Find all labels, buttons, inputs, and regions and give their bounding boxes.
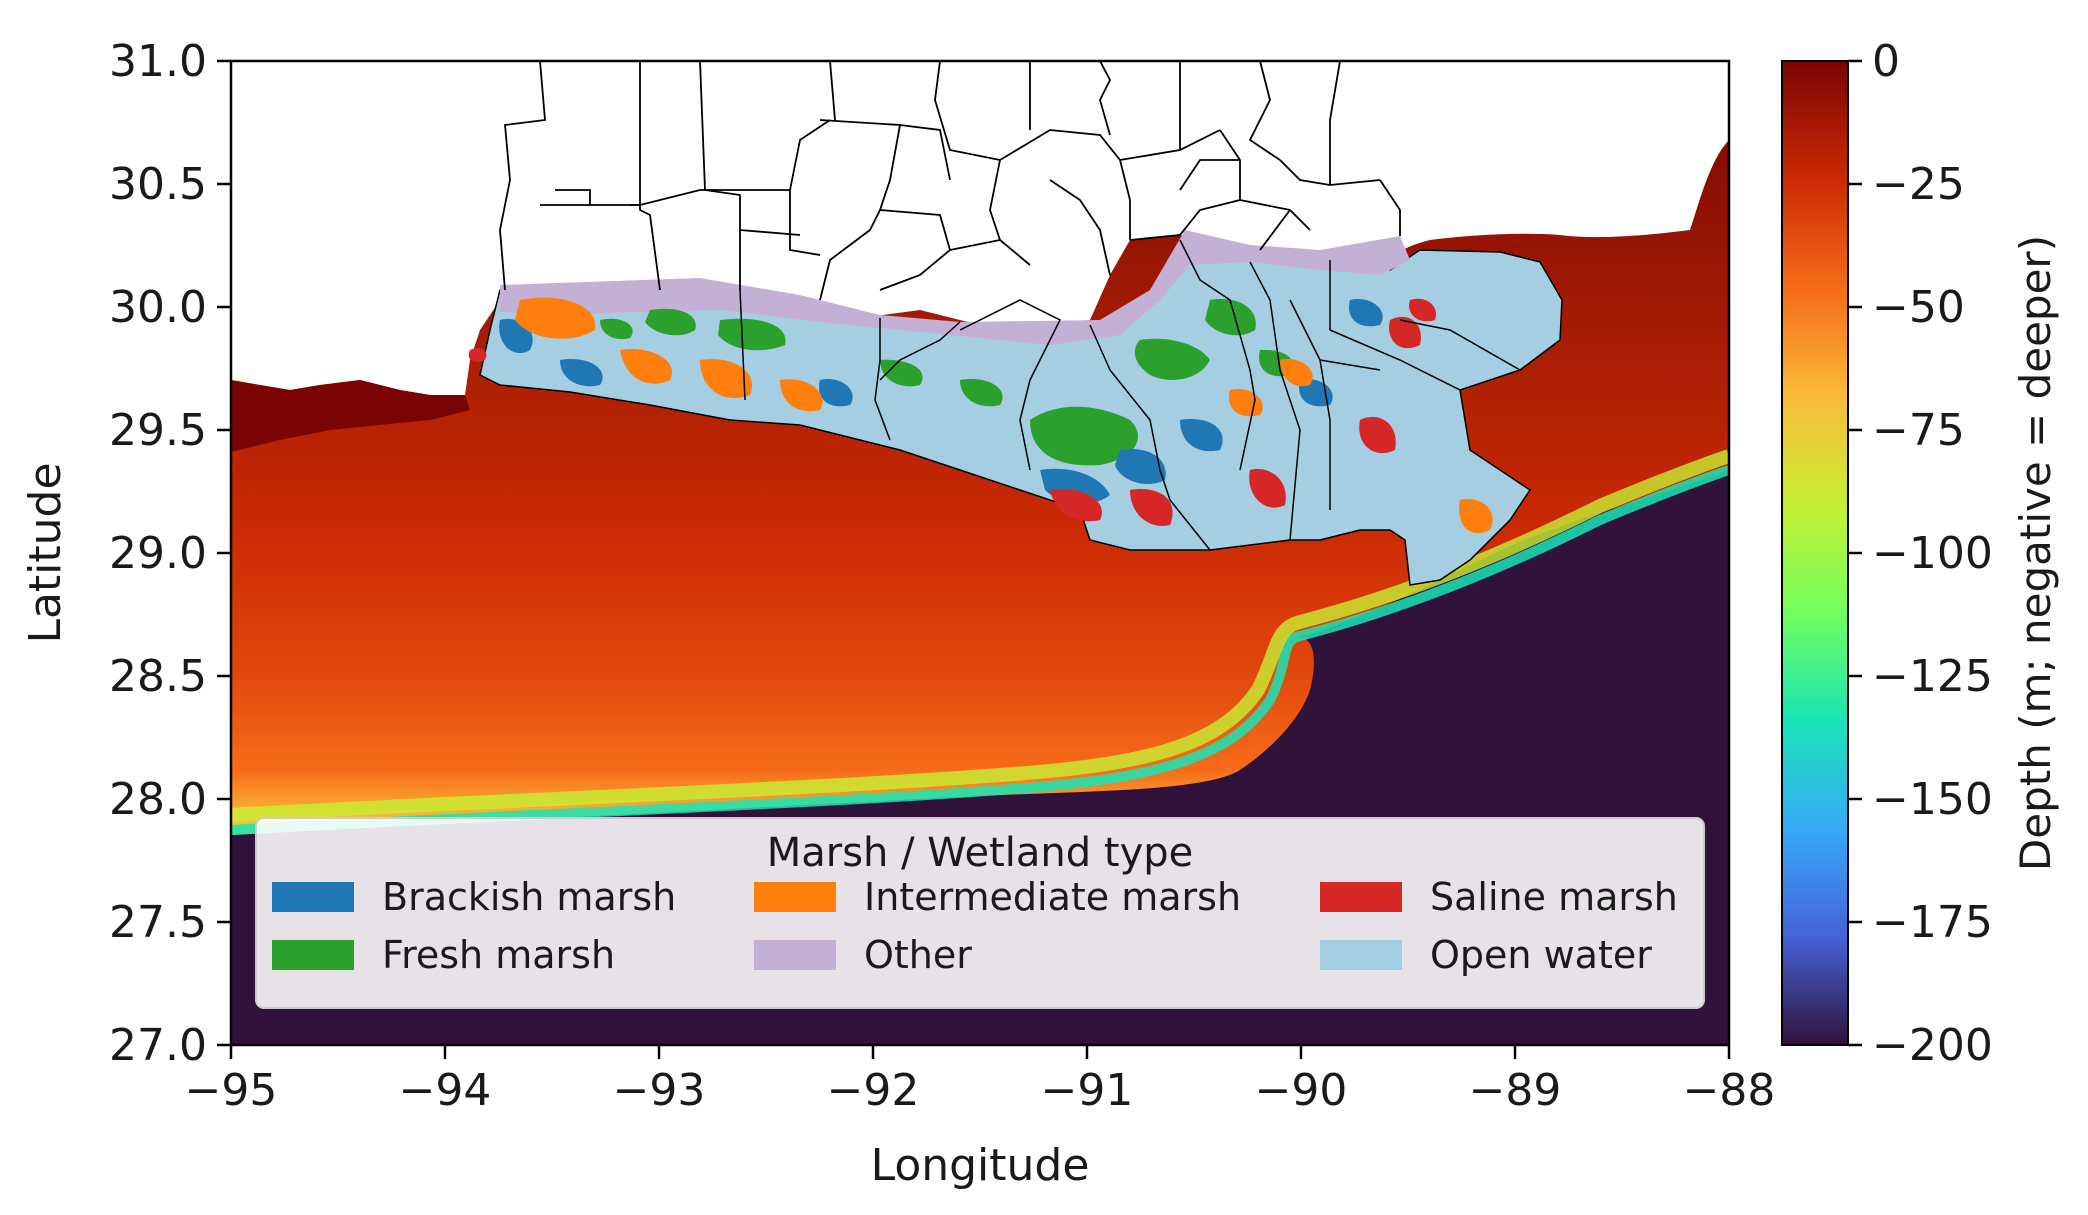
colorbar-tick-label: 0 — [1872, 36, 1900, 87]
y-tick-label: 28.5 — [109, 651, 207, 702]
x-axis-ticks: −95 −94 −93 −92 −91 −90 −89 −88 — [185, 1045, 1776, 1116]
fresh-marsh-patches — [600, 299, 1294, 466]
colorbar-tick-label: −75 — [1872, 405, 1965, 456]
x-tick-label: −95 — [185, 1065, 278, 1116]
other-wetland-band — [500, 230, 1410, 345]
y-tick-label: 30.0 — [109, 282, 207, 333]
y-tick-label: 30.5 — [109, 159, 207, 210]
shelf-edge-glow — [231, 465, 1729, 835]
x-tick-label: −92 — [827, 1065, 920, 1116]
x-tick-label: −90 — [1255, 1065, 1348, 1116]
legend-swatch — [272, 882, 354, 912]
x-tick-label: −88 — [1683, 1065, 1776, 1116]
legend-label: Intermediate marsh — [864, 875, 1241, 919]
colorbar-label: Depth (m; negative = deeper) — [2011, 235, 2060, 871]
legend-swatch — [754, 940, 836, 970]
colorbar-tick-label: −25 — [1872, 159, 1965, 210]
y-tick-label: 29.0 — [109, 528, 207, 579]
x-axis-label: Longitude — [871, 1140, 1090, 1191]
legend-swatch — [1320, 882, 1402, 912]
y-tick-label: 29.5 — [109, 405, 207, 456]
county-boundaries — [499, 61, 1401, 301]
legend-label: Brackish marsh — [382, 875, 676, 919]
y-tick-label: 27.5 — [109, 897, 207, 948]
colorbar-ticks: 0 −25 −50 −75 −100 −125 −150 −175 −200 — [1848, 36, 1993, 1071]
x-tick-label: −94 — [399, 1065, 492, 1116]
saline-marsh-patches — [468, 298, 1436, 526]
colorbar: 0 −25 −50 −75 −100 −125 −150 −175 −200 Depth (m;… — [1781, 36, 2060, 1071]
colorbar-tick-label: −175 — [1872, 897, 1993, 948]
texas-coast-shallows — [231, 380, 470, 452]
y-tick-label: 31.0 — [109, 36, 207, 87]
colorbar-tick-label: −200 — [1872, 1020, 1993, 1071]
colorbar-tick-label: −50 — [1872, 282, 1965, 333]
y-tick-label: 27.0 — [109, 1020, 207, 1071]
y-axis-ticks: 27.0 27.5 28.0 28.5 29.0 29.5 30.0 30.5 31.0 — [109, 36, 231, 1071]
colorbar-tick-label: −125 — [1872, 651, 1993, 702]
coastal-parish-boundaries — [739, 239, 1521, 551]
legend-label: Open water — [1430, 933, 1652, 977]
legend-label: Saline marsh — [1430, 875, 1678, 919]
y-axis-label: Latitude — [20, 462, 71, 643]
x-tick-label: −93 — [613, 1065, 706, 1116]
x-tick-label: −91 — [1041, 1065, 1134, 1116]
legend-label: Other — [864, 933, 972, 977]
land-mass — [231, 61, 1729, 395]
legend-swatch — [1320, 940, 1402, 970]
colorbar-tick-label: −150 — [1872, 774, 1993, 825]
colorbar-gradient — [1781, 60, 1849, 1046]
legend-swatch — [754, 882, 836, 912]
y-tick-label: 28.0 — [109, 774, 207, 825]
legend-swatch — [272, 940, 354, 970]
legend: Marsh / Wetland type Brackish marsh Inter… — [255, 817, 1705, 1009]
x-tick-label: −89 — [1469, 1065, 1562, 1116]
colorbar-tick-label: −100 — [1872, 528, 1993, 579]
shelf-edge-yellow — [231, 449, 1729, 822]
legend-label: Fresh marsh — [382, 933, 615, 977]
legend-title: Marsh / Wetland type — [767, 830, 1194, 876]
